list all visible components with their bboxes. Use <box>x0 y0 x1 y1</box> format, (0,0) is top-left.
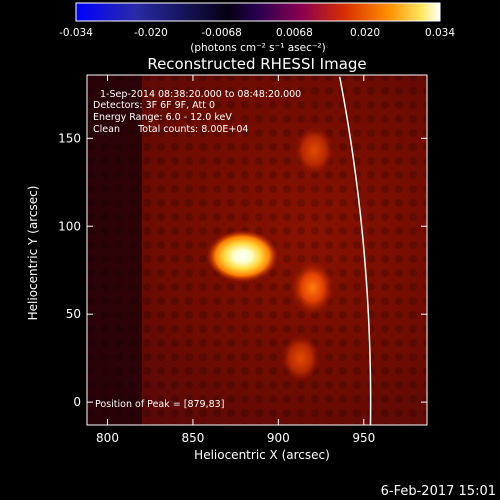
x-tick-label: 800 <box>96 431 119 445</box>
colorbar-tick-label: -0.034 <box>59 27 93 39</box>
y-tick-label: 50 <box>66 307 81 321</box>
timestamp: 6-Feb-2017 15:01 <box>381 484 496 499</box>
plot-frame <box>86 74 428 426</box>
colorbar <box>75 2 441 22</box>
x-tick-label: 900 <box>267 431 290 445</box>
y-tick-label: 0 <box>73 395 81 409</box>
colorbar-tick-label: 0.034 <box>425 27 455 39</box>
emission-source <box>281 334 320 382</box>
x-axis-label: Heliocentric X (arcsec) <box>194 448 330 462</box>
x-axis-ticks: 800 850 900 950 <box>96 75 375 445</box>
emission-source <box>294 126 335 175</box>
y-axis-label: Heliocentric Y (arcsec) <box>26 186 40 321</box>
annotation-block: 1-Sep-2014 08:38:20.000 to 08:48:20.000 … <box>93 89 301 410</box>
annotation-time-range: 1-Sep-2014 08:38:20.000 to 08:48:20.000 <box>100 89 301 100</box>
colorbar-ticks: -0.034 -0.020 -0.0068 0.0068 0.020 0.034 <box>59 27 455 39</box>
annotation-energy-range: Energy Range: 6.0 - 12.0 keV <box>93 112 232 123</box>
y-axis-ticks: 0 50 100 150 <box>58 131 427 409</box>
y-tick-label: 100 <box>58 219 81 233</box>
colorbar-tick-label: 0.0068 <box>276 27 313 39</box>
colorbar-unit-label: (photons cm⁻² s⁻¹ asec⁻²) <box>190 42 325 54</box>
solar-limb <box>338 76 372 425</box>
x-tick-label: 850 <box>181 431 204 445</box>
chart-title: Reconstructed RHESSI Image <box>147 55 366 73</box>
emission-sources <box>206 126 335 382</box>
emission-source <box>290 260 335 316</box>
colorbar-tick-label: -0.0068 <box>201 27 242 39</box>
emission-source <box>206 230 279 283</box>
annotation-detectors: Detectors: 3F 6F 9F, Att 0 <box>93 100 215 111</box>
plot-area <box>87 75 427 425</box>
x-tick-label: 950 <box>352 431 375 445</box>
annotation-clean-counts: Clean Total counts: 8.00E+04 <box>93 124 248 135</box>
colorbar-tick-label: 0.020 <box>350 27 380 39</box>
peak-position-label: Position of Peak = [879,83] <box>95 399 224 410</box>
colorbar-tick-label: -0.020 <box>134 27 168 39</box>
y-tick-label: 150 <box>58 131 81 145</box>
